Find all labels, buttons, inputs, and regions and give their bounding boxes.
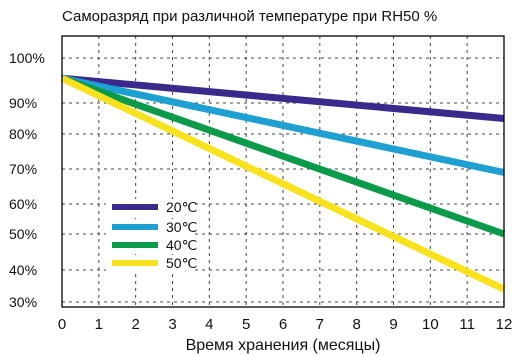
x-tick-label: 0 <box>58 316 66 333</box>
legend: 20℃ 30℃ 40℃ 50℃ <box>106 199 197 272</box>
series-line-0 <box>61 74 505 122</box>
x-tick-label: 2 <box>131 316 139 333</box>
y-tick-label: 70% <box>9 161 37 177</box>
x-tick-label: 7 <box>316 316 324 333</box>
legend-label: 50℃ <box>166 255 197 271</box>
x-tick-label: 10 <box>422 316 439 333</box>
x-axis-label: Время хранения (месяцы) <box>186 337 381 354</box>
series-line-3 <box>60 75 506 293</box>
x-tick-label: 3 <box>168 316 176 333</box>
y-tick-label: 90% <box>9 95 37 111</box>
legend-label: 20℃ <box>166 199 197 215</box>
x-tick-label: 5 <box>242 316 250 333</box>
x-tick-label: 9 <box>389 316 397 333</box>
y-tick-label: 40% <box>9 262 37 278</box>
x-tick-label: 4 <box>205 316 213 333</box>
series-lines <box>60 74 506 293</box>
y-tick-labels: 100% 90% 80% 70% 60% 50% 40% 30% <box>9 50 45 310</box>
plot-frame <box>61 35 505 308</box>
y-tick-label: 50% <box>9 226 37 242</box>
y-tick-label: 100% <box>9 50 45 66</box>
series-line-2 <box>60 74 506 238</box>
x-tick-label: 8 <box>352 316 360 333</box>
x-tick-label: 11 <box>459 316 475 333</box>
y-tick-label: 30% <box>9 294 37 310</box>
x-tick-label: 6 <box>279 316 287 333</box>
y-tick-label: 60% <box>9 196 37 212</box>
x-tick-label: 1 <box>95 316 103 333</box>
series-line-1 <box>61 74 505 176</box>
x-tick-label: 12 <box>496 316 513 333</box>
chart-title: Саморазряд при различной температуре при… <box>62 8 437 25</box>
legend-label: 40℃ <box>166 237 197 253</box>
legend-label: 30℃ <box>166 219 197 235</box>
x-tick-labels: 0 1 2 3 4 5 6 7 8 9 10 11 12 <box>58 316 513 333</box>
y-tick-label: 80% <box>9 126 37 142</box>
